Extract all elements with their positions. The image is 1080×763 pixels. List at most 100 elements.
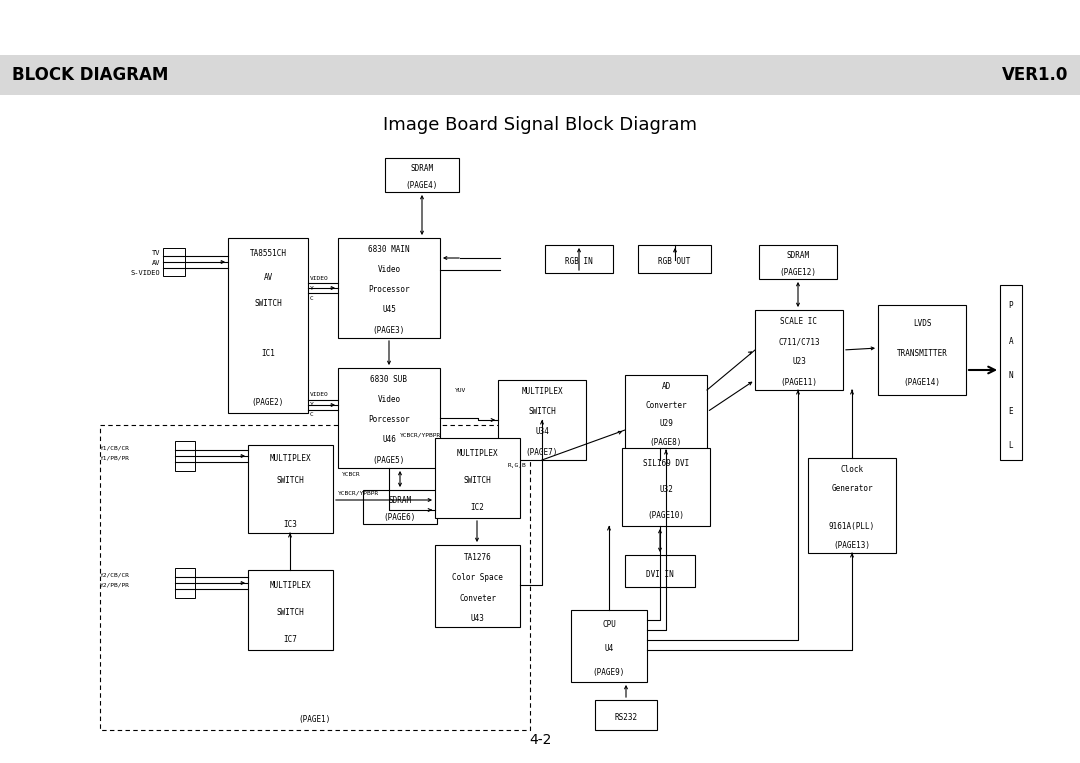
Text: Video: Video: [377, 266, 401, 275]
Text: Clock: Clock: [840, 465, 864, 474]
Text: SWITCH: SWITCH: [463, 476, 491, 485]
Text: Y: Y: [310, 285, 314, 291]
Text: MULTIPLEX: MULTIPLEX: [270, 454, 311, 462]
Text: 9161A(PLL): 9161A(PLL): [828, 522, 875, 531]
Text: C: C: [310, 295, 314, 301]
Text: U32: U32: [659, 485, 673, 494]
Bar: [595, 700, 657, 730]
Bar: [625, 375, 707, 450]
Bar: [755, 310, 843, 390]
Text: U4: U4: [605, 644, 613, 653]
Text: C: C: [310, 413, 314, 417]
Text: SWITCH: SWITCH: [276, 608, 305, 617]
Text: IC3: IC3: [284, 520, 297, 529]
Text: SDRAM: SDRAM: [786, 251, 810, 259]
Bar: [625, 555, 696, 587]
Text: (PAGE2): (PAGE2): [252, 398, 284, 407]
Text: TRANSMITTER: TRANSMITTER: [896, 349, 947, 358]
Text: U46: U46: [382, 436, 396, 445]
Text: (PAGE3): (PAGE3): [373, 326, 405, 334]
Bar: [878, 305, 966, 395]
Bar: [638, 245, 711, 273]
Text: (PAGE7): (PAGE7): [526, 448, 558, 456]
Text: Image Board Signal Block Diagram: Image Board Signal Block Diagram: [383, 116, 697, 134]
Text: (PAGE10): (PAGE10): [648, 511, 685, 520]
Text: MULTIPLEX: MULTIPLEX: [457, 449, 498, 459]
Bar: [759, 245, 837, 279]
Text: (PAGE13): (PAGE13): [834, 541, 870, 550]
Text: (PAGE5): (PAGE5): [373, 456, 405, 465]
Text: U43: U43: [471, 614, 485, 623]
Text: MULTIPLEX: MULTIPLEX: [270, 581, 311, 591]
Text: Y1/CB/CR: Y1/CB/CR: [100, 446, 130, 450]
Text: BLOCK DIAGRAM: BLOCK DIAGRAM: [12, 66, 168, 84]
Text: SDRAM: SDRAM: [389, 496, 411, 504]
Text: YCBCR/YPBPR: YCBCR/YPBPR: [400, 433, 442, 437]
Text: AD: AD: [661, 382, 671, 391]
Text: YCBCR/YPBPR: YCBCR/YPBPR: [338, 491, 379, 495]
Text: 4-2: 4-2: [529, 733, 551, 747]
Text: (PAGE1): (PAGE1): [299, 715, 332, 724]
Text: LVDS: LVDS: [913, 318, 931, 327]
Text: SWITCH: SWITCH: [528, 407, 556, 417]
Text: Y2/CB/CR: Y2/CB/CR: [100, 572, 130, 578]
Text: U34: U34: [535, 427, 549, 436]
Text: Color Space: Color Space: [453, 573, 503, 582]
Bar: [175, 568, 195, 598]
Bar: [338, 368, 440, 468]
Text: RGB OUT: RGB OUT: [659, 257, 691, 266]
Text: RGB IN: RGB IN: [565, 257, 593, 266]
Bar: [435, 545, 519, 627]
Text: A: A: [1009, 336, 1013, 346]
Text: N: N: [1009, 372, 1013, 381]
Text: (PAGE4): (PAGE4): [406, 181, 438, 190]
Text: Y: Y: [310, 403, 314, 407]
Text: TA1276: TA1276: [463, 553, 491, 562]
Text: AV: AV: [151, 260, 160, 266]
Text: (PAGE6): (PAGE6): [383, 513, 416, 522]
Text: IC2: IC2: [471, 503, 485, 512]
Bar: [808, 458, 896, 553]
Text: Video: Video: [377, 395, 401, 404]
Bar: [338, 238, 440, 338]
Text: P: P: [1009, 301, 1013, 311]
Text: SDRAM: SDRAM: [410, 164, 433, 172]
Text: MULTIPLEX: MULTIPLEX: [522, 388, 563, 397]
Text: TA8551CH: TA8551CH: [249, 249, 286, 257]
Text: (PAGE8): (PAGE8): [650, 438, 683, 447]
Text: SWITCH: SWITCH: [254, 298, 282, 307]
Text: U29: U29: [659, 419, 673, 428]
Text: TV: TV: [151, 250, 160, 256]
Text: 6830 MAIN: 6830 MAIN: [368, 246, 409, 255]
Text: Y1/PB/PR: Y1/PB/PR: [100, 456, 130, 461]
Text: SWITCH: SWITCH: [276, 475, 305, 485]
Bar: [248, 570, 333, 650]
Bar: [248, 445, 333, 533]
Text: (PAGE11): (PAGE11): [781, 378, 818, 387]
Text: VIDEO: VIDEO: [310, 275, 328, 281]
Text: (PAGE14): (PAGE14): [904, 378, 941, 388]
Text: 6830 SUB: 6830 SUB: [370, 375, 407, 385]
Bar: [228, 238, 308, 413]
Text: (PAGE9): (PAGE9): [593, 668, 625, 677]
Text: YCBCR: YCBCR: [342, 472, 361, 478]
Bar: [622, 448, 710, 526]
Text: RS232: RS232: [615, 713, 637, 723]
Bar: [363, 490, 437, 524]
Text: Processor: Processor: [368, 285, 409, 295]
Text: VIDEO: VIDEO: [310, 392, 328, 398]
Text: U23: U23: [792, 358, 806, 366]
Text: Porcessor: Porcessor: [368, 416, 409, 424]
Text: C711/C713: C711/C713: [779, 337, 820, 346]
Text: S-VIDEO: S-VIDEO: [131, 270, 160, 276]
Bar: [1000, 285, 1022, 460]
Text: E: E: [1009, 407, 1013, 416]
Text: Converter: Converter: [645, 401, 687, 410]
Bar: [498, 380, 586, 460]
Text: VER1.0: VER1.0: [1001, 66, 1068, 84]
Text: SCALE IC: SCALE IC: [781, 317, 818, 327]
Bar: [163, 248, 185, 276]
Text: YUV: YUV: [455, 388, 467, 392]
Text: Y2/PB/PR: Y2/PB/PR: [100, 582, 130, 588]
Bar: [0, 55, 1080, 95]
